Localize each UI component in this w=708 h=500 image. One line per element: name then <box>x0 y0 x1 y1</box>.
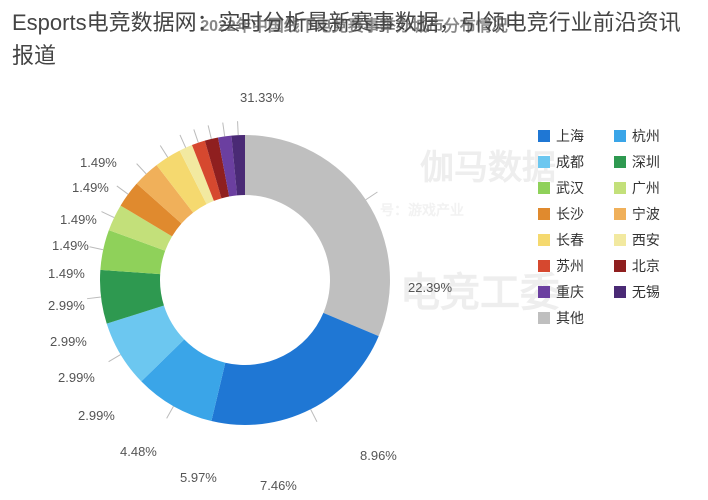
leader-line <box>366 192 378 200</box>
legend-swatch <box>538 286 550 298</box>
legend-label: 成都 <box>556 152 584 172</box>
legend-swatch <box>538 260 550 272</box>
legend-swatch <box>538 234 550 246</box>
legend-swatch <box>614 130 626 142</box>
legend-swatch <box>614 182 626 194</box>
leader-line <box>160 145 167 157</box>
legend-label: 其他 <box>556 308 584 328</box>
legend-item: 广州 <box>614 178 686 198</box>
leader-line <box>87 297 101 299</box>
legend-label: 苏州 <box>556 256 584 276</box>
legend-swatch <box>614 260 626 272</box>
legend-item: 北京 <box>614 256 686 276</box>
legend-swatch <box>538 312 550 324</box>
slice-label: 1.49% <box>60 212 97 227</box>
legend-label: 长春 <box>556 230 584 250</box>
leader-line <box>208 125 211 139</box>
legend-label: 杭州 <box>632 126 660 146</box>
leader-line <box>101 212 114 218</box>
donut-slice-上海 <box>211 313 378 425</box>
slice-label: 2.99% <box>48 298 85 313</box>
legend-item: 其他 <box>538 308 610 328</box>
slice-label: 2.99% <box>78 408 115 423</box>
legend-swatch <box>538 156 550 168</box>
legend-item: 成都 <box>538 152 610 172</box>
legend-label: 北京 <box>632 256 660 276</box>
leader-line <box>311 409 317 421</box>
legend-label: 长沙 <box>556 204 584 224</box>
legend-label: 西安 <box>632 230 660 250</box>
legend-item: 重庆 <box>538 282 610 302</box>
leader-line <box>238 121 239 135</box>
legend-label: 宁波 <box>632 204 660 224</box>
legend-item: 武汉 <box>538 178 610 198</box>
legend-item: 宁波 <box>614 204 686 224</box>
slice-label: 22.39% <box>408 280 452 295</box>
legend-swatch <box>614 156 626 168</box>
legend-label: 重庆 <box>556 282 584 302</box>
slice-label: 1.49% <box>72 180 109 195</box>
legend-item: 西安 <box>614 230 686 250</box>
legend-swatch <box>614 286 626 298</box>
legend-swatch <box>614 208 626 220</box>
legend-swatch <box>538 208 550 220</box>
legend-item: 杭州 <box>614 126 686 146</box>
slice-label: 1.49% <box>48 266 85 281</box>
donut-chart: 31.33%22.39%8.96%7.46%5.97%4.48%2.99%2.9… <box>30 50 460 480</box>
slice-label: 31.33% <box>240 90 284 105</box>
slice-label: 1.49% <box>52 238 89 253</box>
legend-swatch <box>614 234 626 246</box>
slice-label: 4.48% <box>120 444 157 459</box>
donut-slice-其他 <box>245 135 390 336</box>
leader-line <box>194 129 199 142</box>
legend: 上海成都武汉长沙长春苏州重庆其他 杭州深圳广州宁波西安北京无锡 <box>538 120 688 334</box>
leader-line <box>223 123 225 137</box>
legend-label: 广州 <box>632 178 660 198</box>
slice-label: 7.46% <box>260 478 297 493</box>
legend-item: 无锡 <box>614 282 686 302</box>
slice-label: 8.96% <box>360 448 397 463</box>
legend-item: 长沙 <box>538 204 610 224</box>
legend-item: 长春 <box>538 230 610 250</box>
leader-line <box>137 164 147 174</box>
legend-label: 无锡 <box>632 282 660 302</box>
legend-swatch <box>538 130 550 142</box>
legend-item: 苏州 <box>538 256 610 276</box>
slice-label: 2.99% <box>50 334 87 349</box>
leader-line <box>117 186 128 194</box>
leader-line <box>167 406 174 418</box>
slice-label: 5.97% <box>180 470 217 485</box>
slice-label: 1.49% <box>80 155 117 170</box>
leader-line <box>109 355 121 362</box>
legend-label: 深圳 <box>632 152 660 172</box>
legend-item: 上海 <box>538 126 610 146</box>
legend-swatch <box>538 182 550 194</box>
leader-line <box>180 135 186 148</box>
leader-line <box>90 247 104 250</box>
legend-label: 上海 <box>556 126 584 146</box>
legend-item: 深圳 <box>614 152 686 172</box>
slice-label: 2.99% <box>58 370 95 385</box>
legend-label: 武汉 <box>556 178 584 198</box>
